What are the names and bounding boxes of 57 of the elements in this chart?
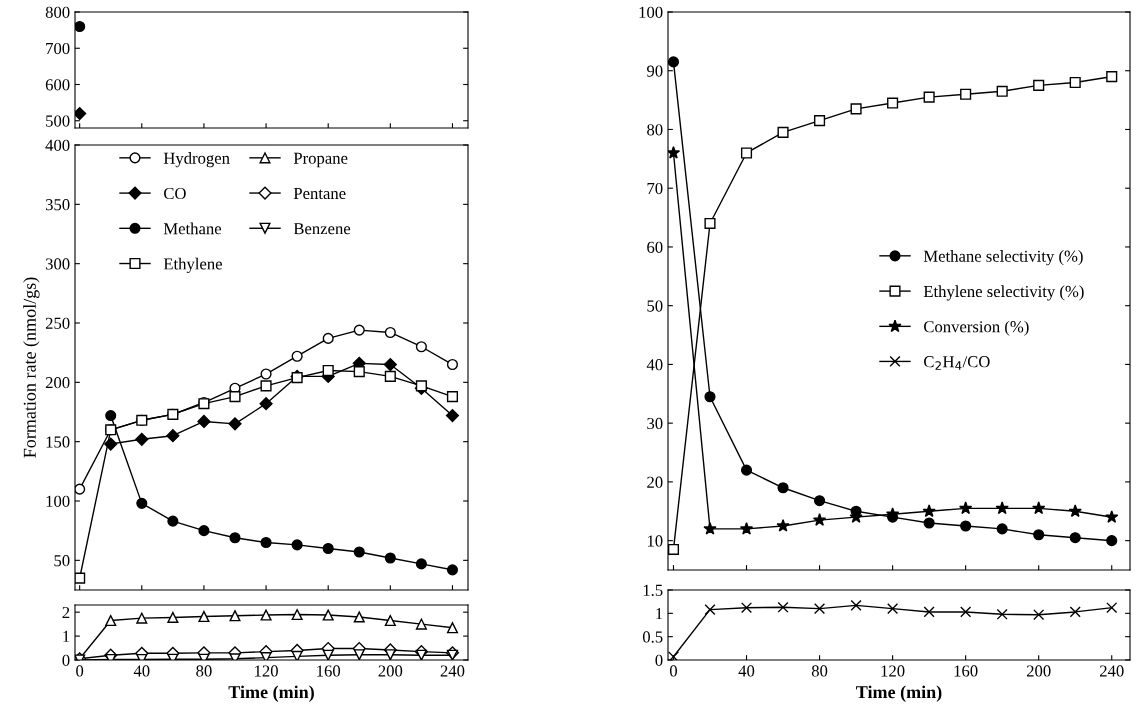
x-tick-label: 80 [196,665,212,677]
y-tick-label: 600 [45,79,70,91]
legend-label: Benzene [293,223,351,235]
legend-label: Hydrogen [163,152,230,168]
y-tick-label: 80 [647,124,663,136]
y-tick-label: 350 [45,199,70,211]
legend-label: Methane [163,222,222,235]
x-tick-label: 120 [881,665,905,677]
y-tick-label: 800 [45,6,70,18]
x-tick-label: 160 [954,665,978,677]
y-tick-label: 500 [46,115,70,127]
y-tick-label: 100 [639,6,663,18]
x-tick-label: 0 [76,665,84,677]
y-tick-label: 0 [62,654,70,666]
y-tick-label: 70 [647,182,663,195]
legend-label: Conversion (%) [924,320,1029,336]
y-tick-label: 20 [647,476,663,488]
legend-label: Ethylene [163,257,222,273]
x-tick-label: 120 [255,665,278,677]
y-tick-label: 50 [54,555,70,567]
legend-label: CO [164,187,186,200]
legend-label: Methane selectivity (%) [923,250,1083,266]
y-tick-label: 1.5 [643,584,663,597]
x-tick-label: 40 [738,665,755,677]
y-tick-label: 10 [647,535,663,547]
y-tick-label: 0 [655,654,663,666]
x-axis-title: Time (min) [228,685,314,702]
x-tick-label: 160 [317,665,341,677]
x-tick-label: 80 [811,665,828,677]
legend-label: C$_{2}$H$_{4}$/CO [924,356,990,370]
y-tick-label: 100 [46,495,70,507]
x-tick-label: 200 [1026,665,1051,677]
y-tick-label: 200 [45,377,70,389]
y-axis-title: Formation rate (nmol/gs) [23,277,40,458]
y-tick-label: 150 [46,436,70,448]
y-tick-label: 0.5 [642,631,663,643]
y-tick-label: 30 [647,417,663,430]
x-axis-title: Time (min) [856,685,942,702]
y-tick-label: 40 [646,359,663,371]
legend-label: Propane [293,152,348,168]
y-tick-label: 400 [45,139,70,151]
y-tick-label: 1 [656,608,663,620]
y-tick-label: 250 [45,317,70,329]
y-tick-label: 700 [46,42,70,55]
x-tick-label: 0 [669,665,678,677]
y-tick-label: 90 [647,65,663,77]
x-tick-label: 200 [378,665,403,677]
y-tick-label: 50 [647,300,663,312]
legend-label: Ethylene selectivity (%) [923,285,1084,301]
y-tick-label: 300 [45,258,70,270]
legend-label: Pentane [293,187,346,200]
x-tick-label: 240 [1099,665,1124,677]
y-tick-label: 1 [63,630,70,642]
y-tick-label: 2 [62,606,70,618]
x-tick-label: 40 [133,665,150,677]
y-tick-label: 60 [647,241,663,253]
x-tick-label: 240 [440,665,465,677]
